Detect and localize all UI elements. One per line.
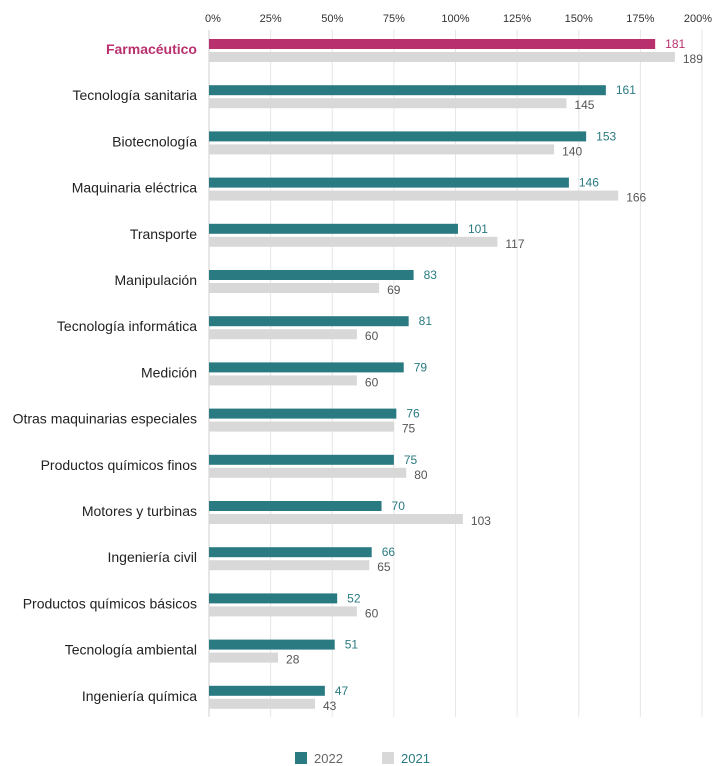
bar-2021 <box>209 421 394 432</box>
x-tick-label: 200% <box>684 13 712 25</box>
data-label-2022: 81 <box>419 314 433 328</box>
data-label-2022: 76 <box>406 407 420 421</box>
category-label: Motores y turbinas <box>82 503 197 519</box>
bar-2022 <box>209 85 606 96</box>
x-tick-label: 0% <box>205 13 221 25</box>
category-label: Maquinaria eléctrica <box>72 180 197 196</box>
data-label-2022: 83 <box>424 268 438 282</box>
data-label-2021: 145 <box>574 98 594 112</box>
data-label-2021: 189 <box>683 52 703 66</box>
category-label: Ingeniería civil <box>108 549 198 565</box>
data-label-2022: 79 <box>414 360 428 374</box>
data-label-2021: 140 <box>562 144 582 158</box>
x-tick-label: 25% <box>260 13 282 25</box>
category-label: Tecnología informática <box>57 318 197 334</box>
bar-2021 <box>209 560 370 571</box>
data-label-2021: 60 <box>365 375 379 389</box>
category-labels: Farmacéutico Tecnología sanitaria Biotecno… <box>13 41 198 704</box>
category-label: Farmacéutico <box>106 41 197 57</box>
bar-2021 <box>209 514 463 524</box>
category-label: Manipulación <box>115 272 198 288</box>
bar-2022 <box>209 639 335 650</box>
bar-2022 <box>209 362 404 373</box>
bar-2022 <box>209 39 656 49</box>
data-label-2022: 51 <box>345 638 359 652</box>
data-label-2021: 65 <box>377 560 391 574</box>
bar-2021 <box>209 144 555 155</box>
x-tick-label: 100% <box>441 13 469 25</box>
data-label-2022: 66 <box>382 545 396 559</box>
category-label: Productos químicos finos <box>41 457 197 473</box>
x-tick-label: 175% <box>626 13 654 25</box>
category-label: Medición <box>141 364 197 380</box>
bar-2022 <box>209 131 587 142</box>
x-tick-label: 50% <box>321 13 343 25</box>
x-tick-label: 125% <box>503 13 531 25</box>
data-label-2022: 47 <box>335 684 349 698</box>
bar-2022 <box>209 270 414 280</box>
bar-2021 <box>209 698 315 709</box>
data-label-2022: 146 <box>579 176 599 190</box>
category-label: Biotecnología <box>112 133 197 149</box>
data-label-2021: 69 <box>387 283 401 297</box>
data-label-2021: 166 <box>626 191 646 205</box>
data-label-2021: 117 <box>505 237 524 251</box>
x-axis-ticks: 0% 25% 50% 75% 100% 125% 150% 175% 200% <box>205 13 712 25</box>
data-label-2022: 70 <box>392 499 406 513</box>
data-label-2022: 101 <box>468 222 488 236</box>
bar-2021 <box>209 52 675 62</box>
bar-2021 <box>209 652 279 663</box>
bar-2022 <box>209 501 382 511</box>
bar-2021 <box>209 375 357 386</box>
data-label-2022: 52 <box>347 591 361 605</box>
legend-label-2022: 2022 <box>314 751 343 766</box>
bar-2022 <box>209 223 458 234</box>
bar-2022 <box>209 593 338 604</box>
bar-2022 <box>209 316 409 327</box>
data-label-2022: 153 <box>596 129 616 143</box>
data-label-2021: 60 <box>365 329 379 343</box>
bar-2022 <box>209 177 569 188</box>
legend: 2022 2021 <box>295 751 430 766</box>
bar-2022 <box>209 685 325 696</box>
category-label: Productos químicos básicos <box>23 595 197 611</box>
legend-label-2021: 2021 <box>401 751 430 766</box>
legend-swatch-2022 <box>295 752 307 764</box>
category-label: Transporte <box>130 226 197 242</box>
bar-2021 <box>209 98 567 109</box>
bar-2021 <box>209 190 619 201</box>
data-label-2021: 103 <box>471 514 491 528</box>
bar-2022 <box>209 547 372 558</box>
category-label: Otras maquinarias especiales <box>13 411 197 427</box>
data-label-2021: 75 <box>402 422 416 436</box>
bar-2022 <box>209 408 397 419</box>
legend-swatch-2021 <box>382 752 394 764</box>
data-label-2022: 75 <box>404 453 418 467</box>
data-label-2021: 60 <box>365 606 379 620</box>
bar-2022 <box>209 454 394 465</box>
data-label-2022: 161 <box>616 83 636 97</box>
data-label-2021: 80 <box>414 468 428 482</box>
bar-2021 <box>209 283 380 293</box>
data-label-2021: 43 <box>323 699 337 713</box>
bar-2021 <box>209 467 407 478</box>
data-label-2022: 181 <box>665 37 685 51</box>
category-label: Ingeniería química <box>82 688 197 704</box>
x-tick-label: 75% <box>383 13 405 25</box>
x-tick-label: 150% <box>565 13 593 25</box>
category-label: Tecnología sanitaria <box>72 87 197 103</box>
bar-2021 <box>209 236 498 247</box>
bar-2021 <box>209 606 357 617</box>
category-label: Tecnología ambiental <box>65 642 197 658</box>
bar-2021 <box>209 329 357 340</box>
data-label-2021: 28 <box>286 653 300 667</box>
